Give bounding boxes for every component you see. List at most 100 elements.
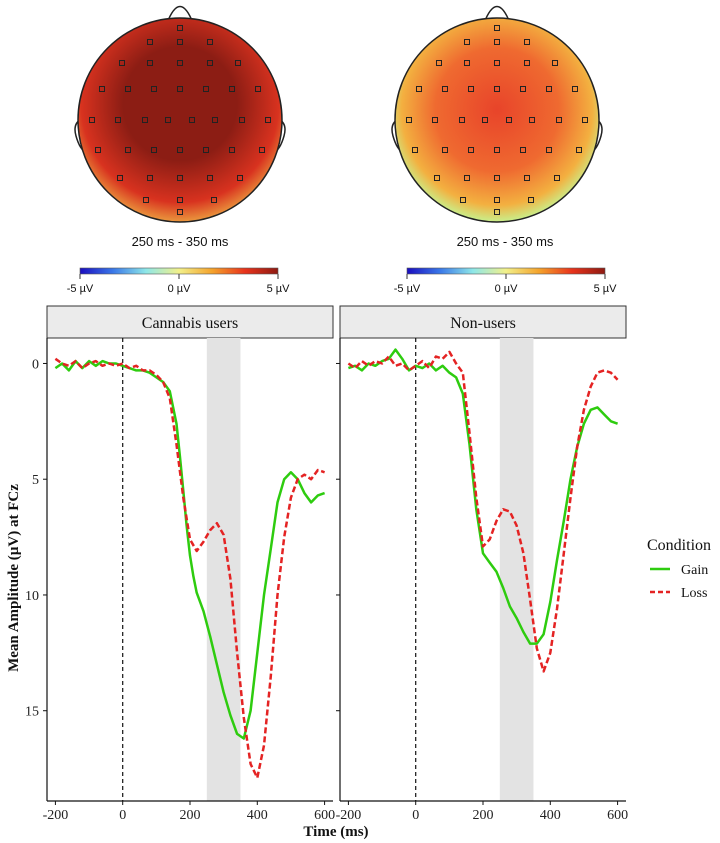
colorbar-max-label: 5 µV bbox=[267, 283, 291, 295]
electrode-marker bbox=[235, 60, 241, 66]
colorbar-min-label: -5 µV bbox=[394, 283, 421, 295]
electrode-marker bbox=[436, 60, 442, 66]
electrode-marker bbox=[147, 175, 153, 181]
electrode-marker bbox=[529, 117, 535, 123]
electrode-marker bbox=[125, 86, 131, 92]
scalp-map bbox=[77, 17, 283, 223]
electrode-marker bbox=[143, 197, 149, 203]
panel-strip-label: Non-users bbox=[450, 315, 516, 332]
x-tick-label: 0 bbox=[119, 808, 126, 823]
electrode-marker bbox=[520, 147, 526, 153]
electrode-marker bbox=[177, 39, 183, 45]
electrode-marker bbox=[582, 117, 588, 123]
y-tick-label: 5 bbox=[32, 473, 39, 488]
electrode-marker bbox=[494, 147, 500, 153]
electrode-marker bbox=[524, 60, 530, 66]
panel-non-users: Non-users -200 0 200 400 600 bbox=[336, 305, 628, 823]
y-tick-label: 10 bbox=[25, 589, 39, 604]
colorbar bbox=[79, 267, 279, 275]
electrode-marker bbox=[494, 197, 500, 203]
electrode-marker bbox=[459, 117, 465, 123]
electrode-marker bbox=[95, 147, 101, 153]
electrode-marker bbox=[524, 39, 530, 45]
electrode-marker bbox=[506, 117, 512, 123]
y-axis-label: Mean Amplitude (µV) at FCz bbox=[6, 484, 22, 672]
electrode-marker bbox=[207, 39, 213, 45]
electrode-marker bbox=[494, 175, 500, 181]
x-tick-label: 0 bbox=[412, 808, 419, 823]
electrode-marker bbox=[494, 86, 500, 92]
x-tick-label: 400 bbox=[247, 808, 268, 823]
electrode-marker bbox=[207, 60, 213, 66]
legend-label-gain: Gain bbox=[681, 563, 708, 578]
analysis-window-band bbox=[206, 338, 241, 801]
electrode-marker bbox=[177, 175, 183, 181]
electrode-marker bbox=[494, 60, 500, 66]
electrode-marker bbox=[265, 117, 271, 123]
electrode-marker bbox=[442, 147, 448, 153]
erp-line-chart: Cannabis users -200 0 200 400 600 0 5 10 15 Non-… bbox=[6, 305, 711, 840]
colorbar-min-label: -5 µV bbox=[67, 283, 94, 295]
colorbar-mid-label: 0 µV bbox=[168, 283, 192, 295]
x-tick-label: -200 bbox=[43, 808, 69, 823]
analysis-window-band bbox=[499, 338, 534, 801]
topomap-non-users: 250 ms - 350 ms -5 µV 0 µV 5 µV bbox=[391, 5, 618, 295]
electrode-marker bbox=[412, 147, 418, 153]
electrode-marker bbox=[151, 147, 157, 153]
y-tick-label: 0 bbox=[32, 357, 39, 372]
electrode-marker bbox=[546, 86, 552, 92]
electrode-marker bbox=[177, 147, 183, 153]
electrode-marker bbox=[237, 175, 243, 181]
electrode-marker bbox=[494, 209, 500, 215]
series-line-gain bbox=[347, 348, 619, 645]
electrode-marker bbox=[229, 147, 235, 153]
legend-title: Condition bbox=[647, 537, 711, 554]
electrode-marker bbox=[494, 39, 500, 45]
electrode-marker bbox=[554, 175, 560, 181]
topomap-time-window: 250 ms - 350 ms bbox=[457, 234, 554, 249]
electrode-marker bbox=[520, 86, 526, 92]
electrode-marker bbox=[147, 60, 153, 66]
electrode-marker bbox=[189, 117, 195, 123]
electrode-marker bbox=[432, 117, 438, 123]
panel-plot-area: -200 0 200 400 600 0 5 10 15 bbox=[25, 338, 335, 823]
series-line-loss bbox=[347, 350, 619, 673]
electrode-marker bbox=[203, 86, 209, 92]
electrode-marker bbox=[211, 197, 217, 203]
x-tick-label: -200 bbox=[336, 808, 362, 823]
x-tick-label: 200 bbox=[473, 808, 494, 823]
x-tick-label: 600 bbox=[314, 808, 335, 823]
colorbar-max-label: 5 µV bbox=[594, 283, 618, 295]
panel-strip-label: Cannabis users bbox=[142, 315, 238, 332]
electrode-marker bbox=[177, 25, 183, 31]
panel-cannabis-users: Cannabis users -200 0 200 400 600 0 5 10 15 bbox=[25, 305, 335, 823]
electrode-marker bbox=[142, 117, 148, 123]
electrode-marker bbox=[255, 86, 261, 92]
electrode-marker bbox=[115, 117, 121, 123]
panel-strip bbox=[339, 305, 627, 339]
x-axis-label: Time (ms) bbox=[303, 824, 368, 840]
electrode-marker bbox=[482, 117, 488, 123]
series-line-loss bbox=[54, 357, 326, 780]
electrode-marker bbox=[464, 175, 470, 181]
electrode-marker bbox=[177, 60, 183, 66]
electrode-marker bbox=[576, 147, 582, 153]
electrode-marker bbox=[556, 117, 562, 123]
electrode-marker bbox=[177, 209, 183, 215]
electrode-marker bbox=[468, 86, 474, 92]
scalp-map bbox=[394, 17, 600, 223]
electrode-marker bbox=[117, 175, 123, 181]
panel-plot-area: -200 0 200 400 600 bbox=[336, 338, 628, 823]
electrode-marker bbox=[464, 39, 470, 45]
electrode-grid bbox=[89, 25, 271, 215]
electrode-marker bbox=[442, 86, 448, 92]
electrode-marker bbox=[546, 147, 552, 153]
y-tick-label: 15 bbox=[25, 705, 39, 720]
x-tick-label: 400 bbox=[540, 808, 561, 823]
electrode-marker bbox=[203, 147, 209, 153]
electrode-marker bbox=[99, 86, 105, 92]
electrode-marker bbox=[147, 39, 153, 45]
colorbar bbox=[406, 267, 606, 275]
electrode-marker bbox=[239, 117, 245, 123]
